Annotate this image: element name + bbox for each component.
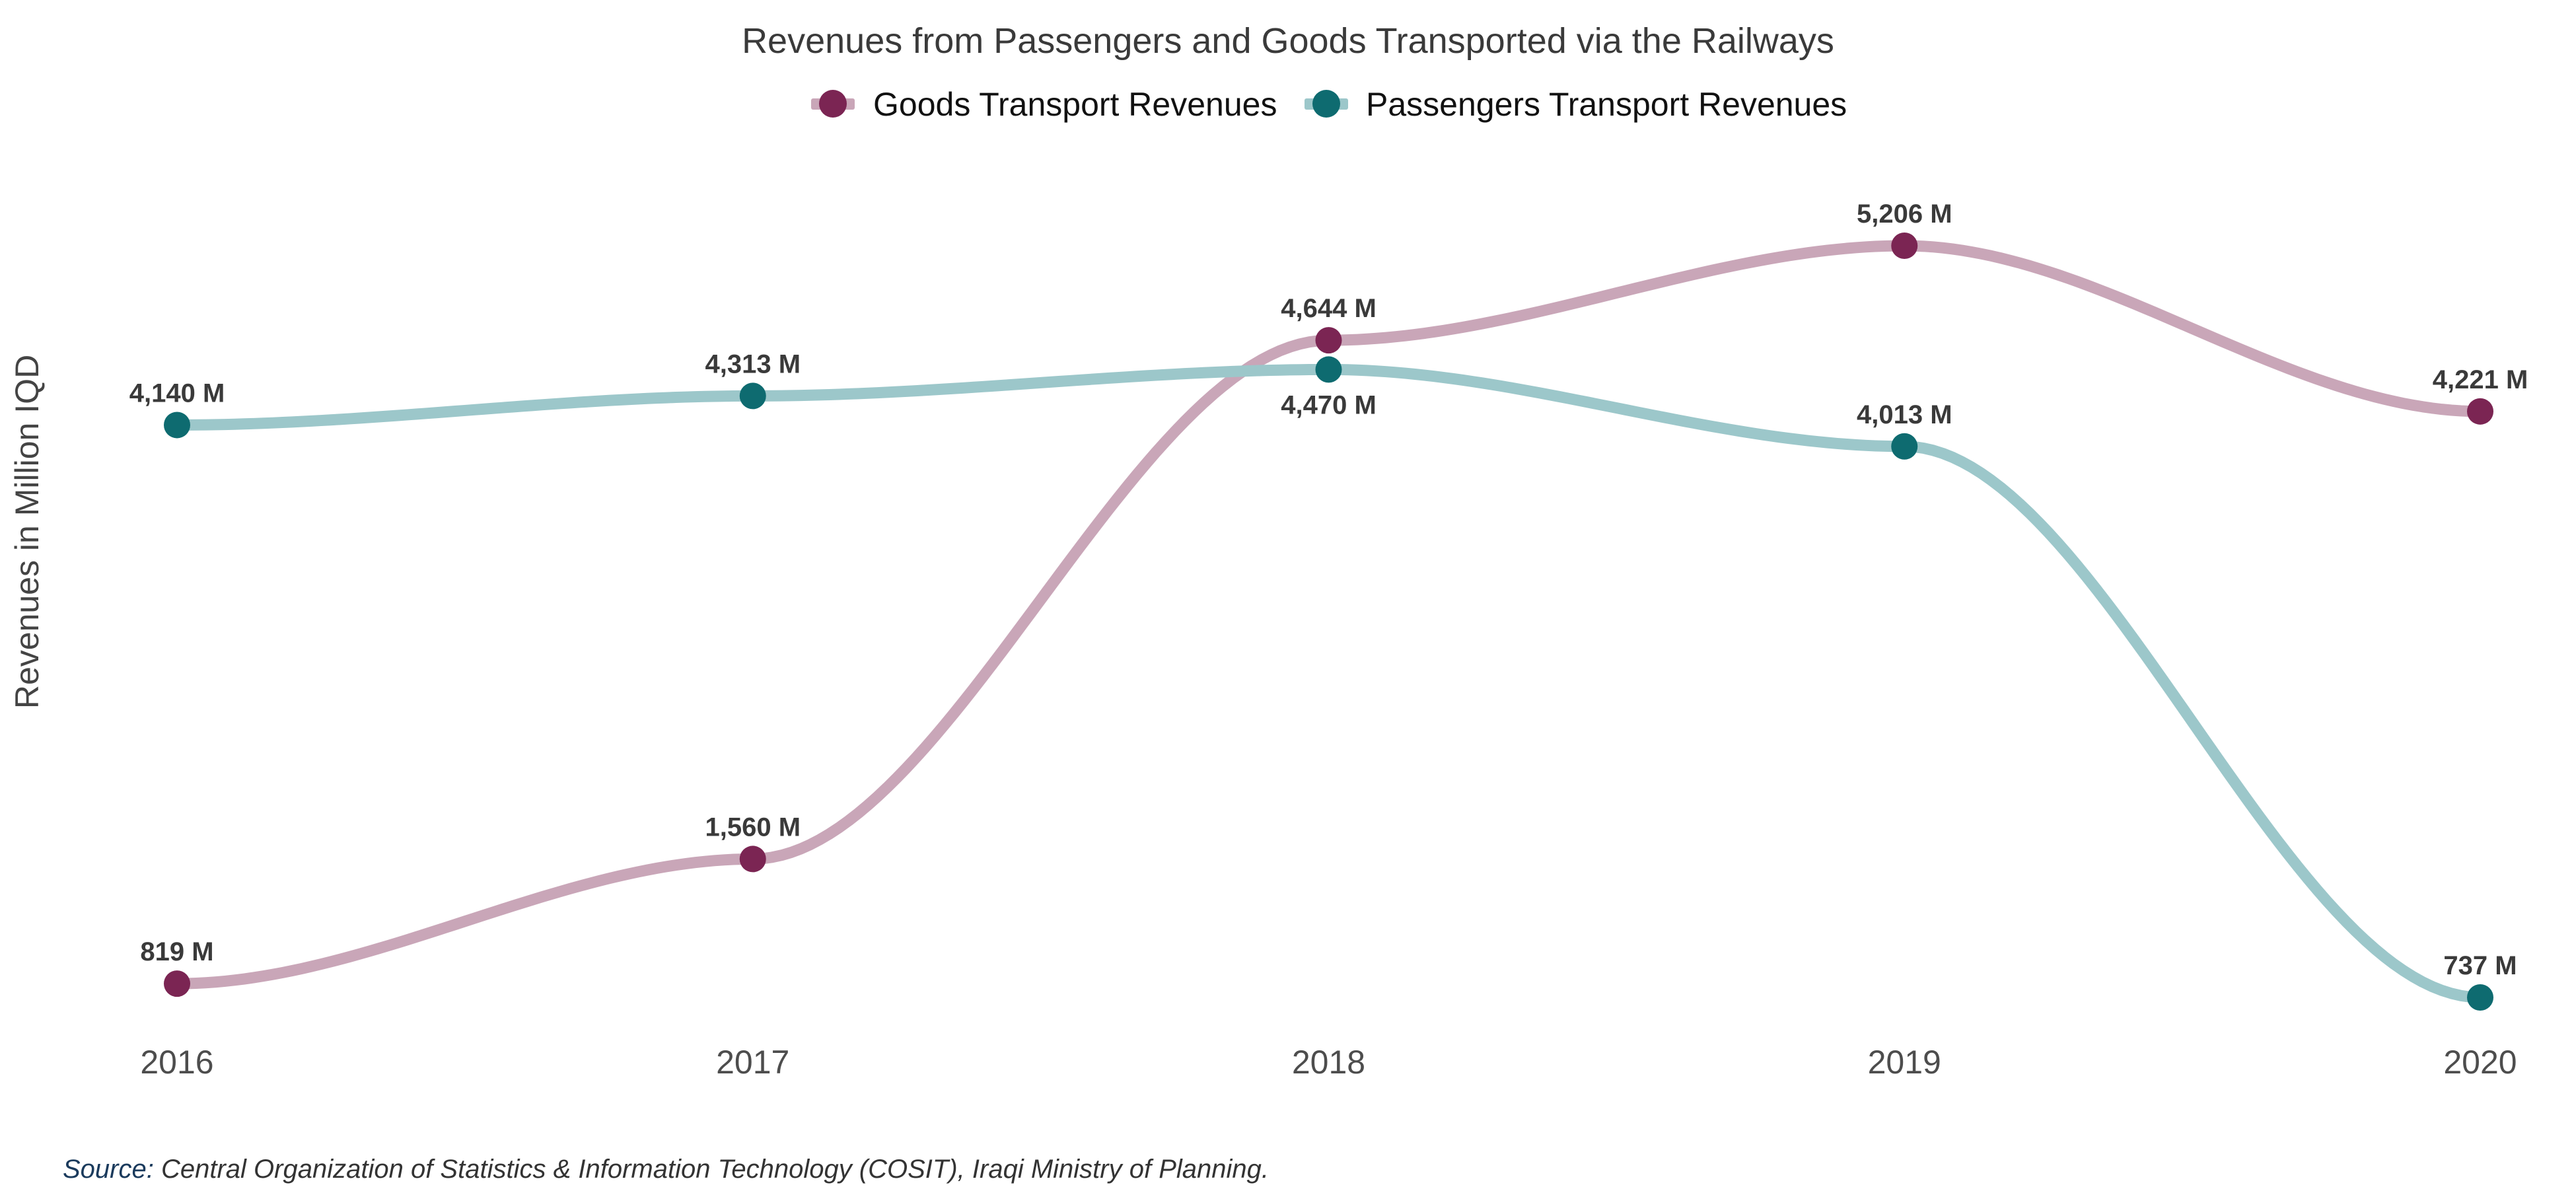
- data-label-goods-2016: 819 M: [140, 937, 213, 966]
- data-label-goods-2017: 1,560 M: [705, 812, 801, 842]
- data-label-passengers-2017: 4,313 M: [705, 349, 801, 378]
- series-points: [164, 233, 2493, 1011]
- data-label-passengers-2020: 737 M: [2443, 951, 2517, 980]
- data-point-goods-2018[interactable]: [1315, 327, 1342, 354]
- data-point-goods-2019[interactable]: [1891, 233, 1918, 259]
- data-label-passengers-2019: 4,013 M: [1857, 400, 1952, 429]
- data-point-goods-2017[interactable]: [739, 846, 766, 873]
- source-prefix: Source:: [63, 1155, 154, 1184]
- legend-marker-passengers: [1312, 90, 1340, 118]
- data-label-goods-2020: 4,221 M: [2433, 365, 2528, 394]
- legend-label-passengers: Passengers Transport Revenues: [1366, 86, 1847, 123]
- x-axis: 2016 2017 2018 2019 2020: [140, 1044, 2517, 1081]
- data-point-passengers-2018[interactable]: [1315, 356, 1342, 383]
- data-point-passengers-2020[interactable]: [2467, 984, 2493, 1011]
- data-point-passengers-2019[interactable]: [1891, 433, 1918, 460]
- data-labels: 819 M 1,560 M 4,644 M 5,206 M 4,221 M 4,140 M…: [129, 199, 2528, 980]
- x-tick-2016: 2016: [140, 1044, 213, 1081]
- data-point-passengers-2016[interactable]: [164, 412, 190, 439]
- data-label-goods-2019: 5,206 M: [1857, 199, 1952, 229]
- data-point-goods-2020[interactable]: [2467, 398, 2493, 425]
- x-tick-2019: 2019: [1868, 1044, 1941, 1081]
- legend: Goods Transport Revenues Passengers Tran…: [811, 86, 1847, 123]
- legend-marker-goods: [819, 90, 847, 118]
- data-point-passengers-2017[interactable]: [739, 382, 766, 410]
- x-tick-2020: 2020: [2443, 1044, 2517, 1081]
- chart-title: Revenues from Passengers and Goods Trans…: [742, 21, 1834, 61]
- data-label-passengers-2016: 4,140 M: [129, 378, 225, 408]
- x-tick-2018: 2018: [1292, 1044, 1365, 1081]
- data-label-passengers-2018: 4,470 M: [1281, 390, 1377, 419]
- source-text: Central Organization of Statistics & Inf…: [153, 1155, 1269, 1184]
- source-note: Source: Central Organization of Statisti…: [63, 1155, 1269, 1184]
- legend-item-goods[interactable]: Goods Transport Revenues: [811, 86, 1277, 123]
- data-point-goods-2016[interactable]: [164, 970, 190, 997]
- x-tick-2017: 2017: [716, 1044, 789, 1081]
- legend-item-passengers[interactable]: Passengers Transport Revenues: [1305, 86, 1847, 123]
- legend-label-goods: Goods Transport Revenues: [873, 86, 1277, 123]
- data-label-goods-2018: 4,644 M: [1281, 294, 1377, 323]
- y-axis-label: Revenues in Million IQD: [9, 355, 46, 709]
